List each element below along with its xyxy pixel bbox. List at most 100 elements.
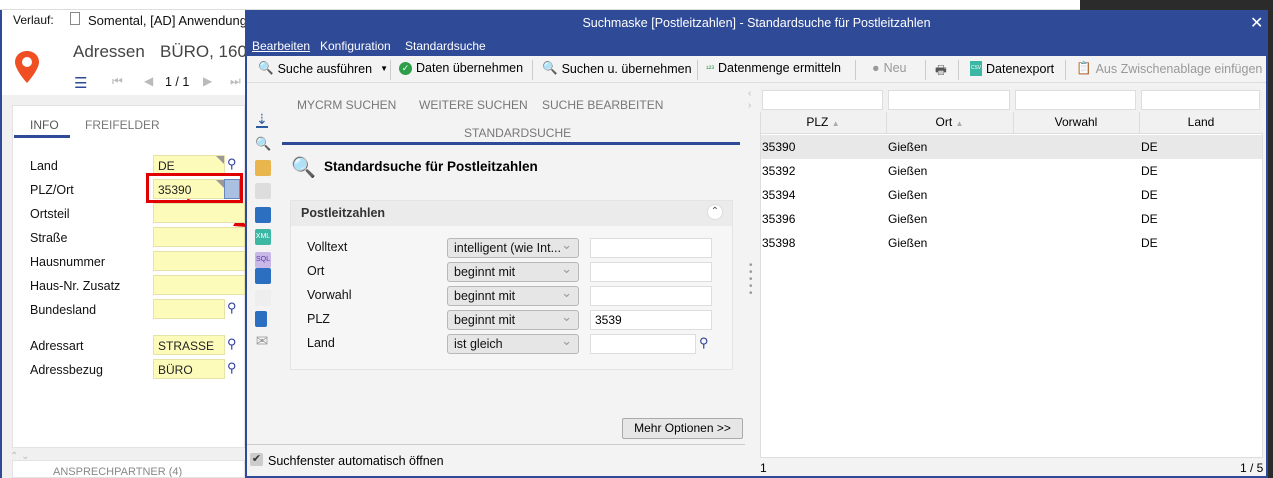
table-row[interactable] (761, 183, 1262, 207)
column-header[interactable]: Vorwahl (1013, 112, 1138, 134)
take-data-button[interactable]: ✓ Daten übernehmen (399, 61, 523, 75)
table-cell: Gießen (888, 212, 928, 226)
search-icon[interactable]: ⚲ (227, 336, 237, 351)
bundesland-field[interactable] (153, 299, 225, 319)
column-header[interactable]: PLZ ▲ (760, 112, 885, 134)
ortsteil-field[interactable] (153, 203, 245, 223)
plz-field[interactable]: 35390 (153, 179, 225, 199)
search-icon[interactable]: ⚲ (699, 335, 709, 350)
criteria-label: Volltext (307, 240, 348, 254)
criteria-label: PLZ (307, 312, 330, 326)
save-edit-icon[interactable] (255, 207, 271, 223)
operator-select[interactable]: beginnt mit (447, 309, 579, 330)
collapse-expand-icon[interactable]: ⌃ ⌄ (10, 451, 30, 462)
more-options-button[interactable]: Mehr Optionen >> (622, 418, 743, 439)
mail-icon[interactable]: ✉ (255, 333, 269, 350)
menu-konfiguration[interactable]: Konfiguration (320, 39, 391, 53)
table-row[interactable] (761, 159, 1262, 183)
search-add-icon[interactable]: 🔍 (255, 136, 272, 151)
splitter-arrows-icon[interactable]: ‹ › (748, 88, 752, 111)
bookmark-add-icon[interactable] (255, 311, 267, 327)
hausnr-zusatz-field[interactable] (153, 275, 245, 295)
adressart-field[interactable]: STRASSE (153, 335, 225, 355)
search-heading: Standardsuche für Postleitzahlen (324, 159, 538, 174)
operator-select[interactable]: beginnt mit (447, 285, 579, 306)
last-record-icon[interactable]: ⏭ (230, 74, 241, 88)
load-icon[interactable]: ⇣ (256, 111, 268, 128)
pager: 1 / 1 (165, 75, 190, 89)
first-record-icon[interactable]: ⏮ (112, 74, 123, 88)
history-item[interactable]: Somental, [AD] Anwendung... (88, 13, 258, 28)
hausnummer-field[interactable] (153, 251, 245, 271)
folder-search-icon[interactable] (255, 160, 271, 176)
tab-suche-bearbeiten[interactable]: SUCHE BEARBEITEN (542, 98, 664, 112)
menu-icon[interactable]: ☰ (74, 75, 88, 92)
csv-icon: CSV (970, 61, 982, 76)
column-filter-input[interactable] (1141, 90, 1260, 110)
save-disabled-icon (255, 183, 271, 199)
field-label: Bundesland (30, 303, 97, 317)
criteria-input[interactable] (590, 334, 696, 354)
count-button[interactable]: ¹²³ Datenmenge ermitteln (706, 61, 841, 75)
table-row[interactable] (761, 207, 1262, 231)
operator-select[interactable]: intelligent (wie Int... (447, 237, 579, 258)
column-header[interactable]: Ort ▲ (886, 112, 1012, 134)
operator-select[interactable]: ist gleich (447, 333, 579, 354)
criteria-input[interactable] (590, 286, 712, 306)
collapse-icon[interactable]: ⌃ (707, 204, 723, 220)
xml-icon[interactable]: XML (255, 229, 271, 245)
export-button[interactable]: CSV Datenexport (970, 61, 1055, 76)
lookup-icon[interactable]: ⚲ (227, 300, 237, 315)
column-header[interactable]: Land (1139, 112, 1262, 134)
column-filter-input[interactable] (888, 90, 1010, 110)
field-label: Adressbezug (30, 363, 103, 377)
new-button[interactable]: ● Neu (872, 61, 907, 75)
tab-mycrm-suchen[interactable]: MYCRM SUCHEN (297, 98, 397, 112)
grid-status-left: 1 (760, 461, 767, 475)
search-and-take-button[interactable]: 🔍 Suchen u. übernehmen (542, 61, 692, 76)
document-icon (70, 12, 80, 25)
close-icon[interactable]: ✕ (1250, 15, 1264, 32)
table-row[interactable] (761, 231, 1262, 255)
operator-select[interactable]: beginnt mit (447, 261, 579, 282)
column-filter-input[interactable] (762, 90, 883, 110)
run-search-button[interactable]: 🔍 Suche ausführen ▼ (258, 61, 389, 76)
table-row[interactable] (761, 135, 1262, 159)
tab-freifelder[interactable]: FREIFELDER (85, 118, 160, 132)
sql-icon[interactable]: SQL (255, 252, 271, 268)
adressbezug-field[interactable]: BÜRO (153, 359, 225, 379)
check-icon: ✓ (399, 61, 412, 75)
next-record-icon[interactable]: ▶ (203, 74, 213, 88)
prev-record-icon[interactable]: ◀ (144, 74, 154, 88)
tab-info[interactable]: INFO (30, 118, 59, 132)
field-label: Adressart (30, 339, 84, 353)
strasse-field[interactable] (153, 227, 245, 247)
save-settings-icon[interactable] (255, 268, 271, 284)
menu-bearbeiten[interactable]: Bearbeiten (252, 39, 311, 53)
lookup-icon[interactable] (224, 179, 240, 199)
magnifier-icon: 🔍 (291, 157, 316, 179)
criteria-input[interactable]: 3539 (590, 310, 712, 330)
menu-standardsuche[interactable]: Standardsuche (405, 39, 486, 53)
splitter-handle[interactable]: • • • • • (749, 260, 753, 299)
group-title: Postleitzahlen (301, 206, 386, 220)
dropdown-arrow-icon[interactable]: ▼ (380, 64, 389, 73)
column-filter-input[interactable] (1015, 90, 1136, 110)
table-cell: Gießen (888, 188, 928, 202)
auto-open-checkbox[interactable]: ✔ (250, 453, 263, 466)
printer-icon: 🖶 (935, 63, 947, 77)
table-cell: 35398 (762, 236, 796, 250)
section-ansprechpartner[interactable]: ANSPRECHPARTNER (4) (53, 466, 183, 478)
new-icon: ● (872, 61, 880, 75)
tab-weitere-suchen[interactable]: WEITERE SUCHEN (419, 98, 528, 112)
criteria-input[interactable] (590, 262, 712, 282)
tab-standardsuche[interactable]: STANDARDSUCHE (464, 126, 572, 140)
search-icon[interactable]: ⚲ (227, 360, 237, 375)
land-field[interactable]: DE (153, 155, 225, 175)
table-cell: 35392 (762, 164, 796, 178)
table-cell: DE (1141, 140, 1158, 154)
search-icon[interactable]: ⚲ (227, 156, 237, 171)
criteria-input[interactable] (590, 238, 712, 258)
paste-button[interactable]: 📋 Aus Zwischenablage einfügen (1076, 61, 1263, 76)
print-button[interactable]: 🖶 (935, 61, 947, 82)
